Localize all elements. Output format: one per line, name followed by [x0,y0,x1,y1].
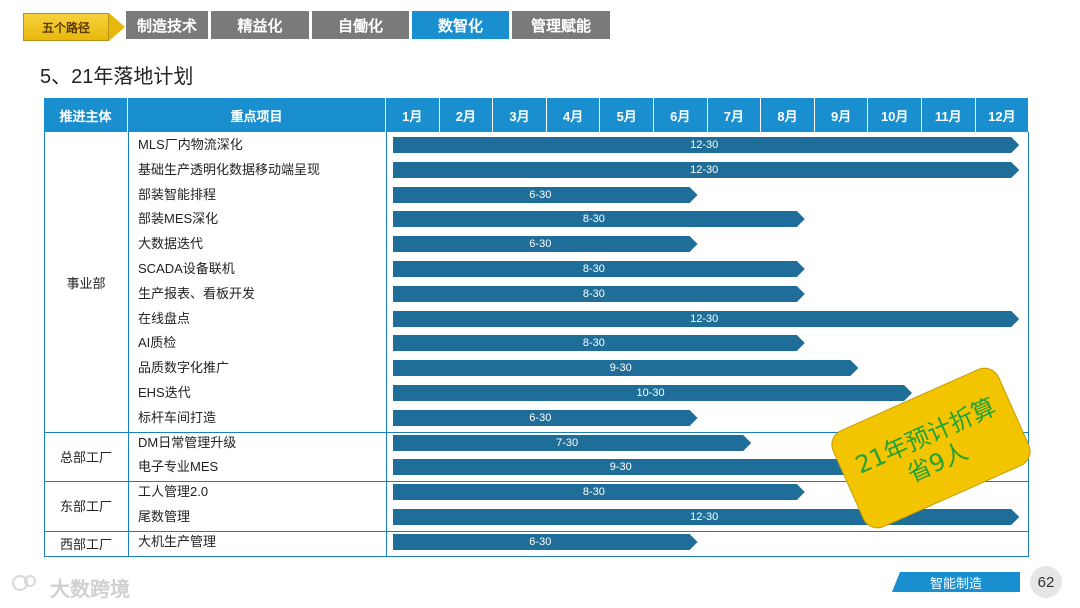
project-name: 品质数字化推广 [138,360,230,376]
header-month-10: 10月 [868,98,922,132]
project-name: DM日常管理升级 [138,434,237,450]
timeline-bar [393,533,698,550]
project-name: AI质检 [138,335,177,351]
header-month-7: 7月 [707,98,762,132]
timeline-bar [393,261,805,277]
grid-line-project [386,132,387,556]
grid-line-right [1028,132,1029,556]
grid-line-owner [128,132,129,556]
bar-end-date: 9-30 [609,461,632,474]
project-name: 标杆车间打造 [138,409,217,425]
header-month-12: 12月 [975,98,1030,132]
nav-tab-4[interactable]: 数智化 [412,11,509,39]
timeline-bar [393,434,752,451]
header-month-11: 11月 [922,98,976,132]
project-name: 尾数管理 [138,509,191,524]
header-month-6: 6月 [654,98,708,132]
project-name: 电子专业MES [138,459,219,475]
project-name: 在线盘点 [138,310,191,326]
badge-arrow-icon [109,13,125,41]
timeline-bar [393,459,859,476]
header-month-2: 2月 [439,98,494,132]
bar-end-date: 9-30 [609,362,632,375]
owner-group: 总部工厂 [59,449,112,465]
grid-line-left [44,132,45,556]
owner-group: 事业部 [66,276,106,292]
owner-group: 东部工厂 [59,499,112,515]
timeline-bar [393,409,698,426]
timeline-bar [393,484,805,501]
header-month-8: 8月 [761,98,815,132]
bar-end-date: 12-30 [690,139,719,151]
timeline-bar [393,211,805,228]
bar-end-date: 10-30 [636,387,665,399]
project-name: 大数据迭代 [138,236,204,252]
timeline-bar [393,236,698,253]
bar-end-date: 7-30 [556,436,579,449]
project-name: 工人管理2.0 [138,484,209,500]
grid-line-group-3 [44,530,1029,532]
timeline-bar [393,186,698,203]
bar-end-date: 8-30 [582,263,605,275]
project-name: 部装智能排程 [138,186,217,202]
bar-end-date: 8-30 [582,337,605,350]
nav-tab-3[interactable]: 自働化 [312,11,409,39]
timeline-bar [393,335,805,352]
bar-end-date: 8-30 [582,213,605,226]
bar-end-date: 6-30 [529,238,552,251]
grid-line-group-1 [44,431,1029,433]
project-name: SCADA设备联机 [138,261,235,276]
project-name: 生产报表、看板开发 [138,285,256,301]
section-label: 智能制造 [892,572,1020,592]
bar-end-date: 12-30 [690,163,719,176]
owner-group: 西部工厂 [59,536,112,552]
project-name: 大机生产管理 [138,533,217,549]
grid-line-group-4 [44,555,1029,557]
bar-end-date: 6-30 [529,535,552,548]
timeline-bar [393,285,805,302]
bar-end-date: 8-30 [582,287,605,300]
bar-end-date: 12-30 [690,312,719,325]
header-month-3: 3月 [493,98,547,132]
bar-end-date: 12-30 [690,511,719,523]
grid-line-group-2 [44,481,1029,483]
header-owner: 推进主体 [44,98,128,132]
watermark-text: 大数跨境 [50,579,130,601]
header-month-4: 4月 [546,98,601,132]
nav-tab-2[interactable]: 精益化 [211,11,309,39]
project-name: EHS迭代 [138,385,191,400]
path-badge: 五个路径 [23,13,109,41]
project-name: MLS厂内物流深化 [138,137,243,152]
project-name: 部装MES深化 [138,211,219,227]
timeline-bar [393,310,1020,327]
page-title: 5、21年落地计划 [40,66,194,88]
timeline-bar [393,385,912,401]
watermark-logo-icon [12,575,36,591]
header-month-9: 9月 [814,98,869,132]
bar-end-date: 6-30 [529,188,552,201]
bar-end-date: 6-30 [529,411,552,424]
nav-tab-1[interactable]: 制造技术 [126,11,208,39]
header-month-1: 1月 [386,98,440,132]
timeline-bar [393,137,1020,153]
header-month-5: 5月 [600,98,654,132]
header-project: 重点项目 [128,98,386,132]
gantt-table: 推进主体 重点项目 1月 2月 3月 4月 5月 6月 7月 8月 9月 10月 11月 12月 MLS… [44,98,1030,557]
timeline-bar [393,161,1020,178]
project-name: 基础生产透明化数据移动端呈现 [138,161,321,177]
bar-end-date: 8-30 [582,486,605,499]
nav-tab-5[interactable]: 管理赋能 [512,11,610,39]
timeline-bar [393,360,859,377]
page-number: 62 [1030,566,1062,598]
